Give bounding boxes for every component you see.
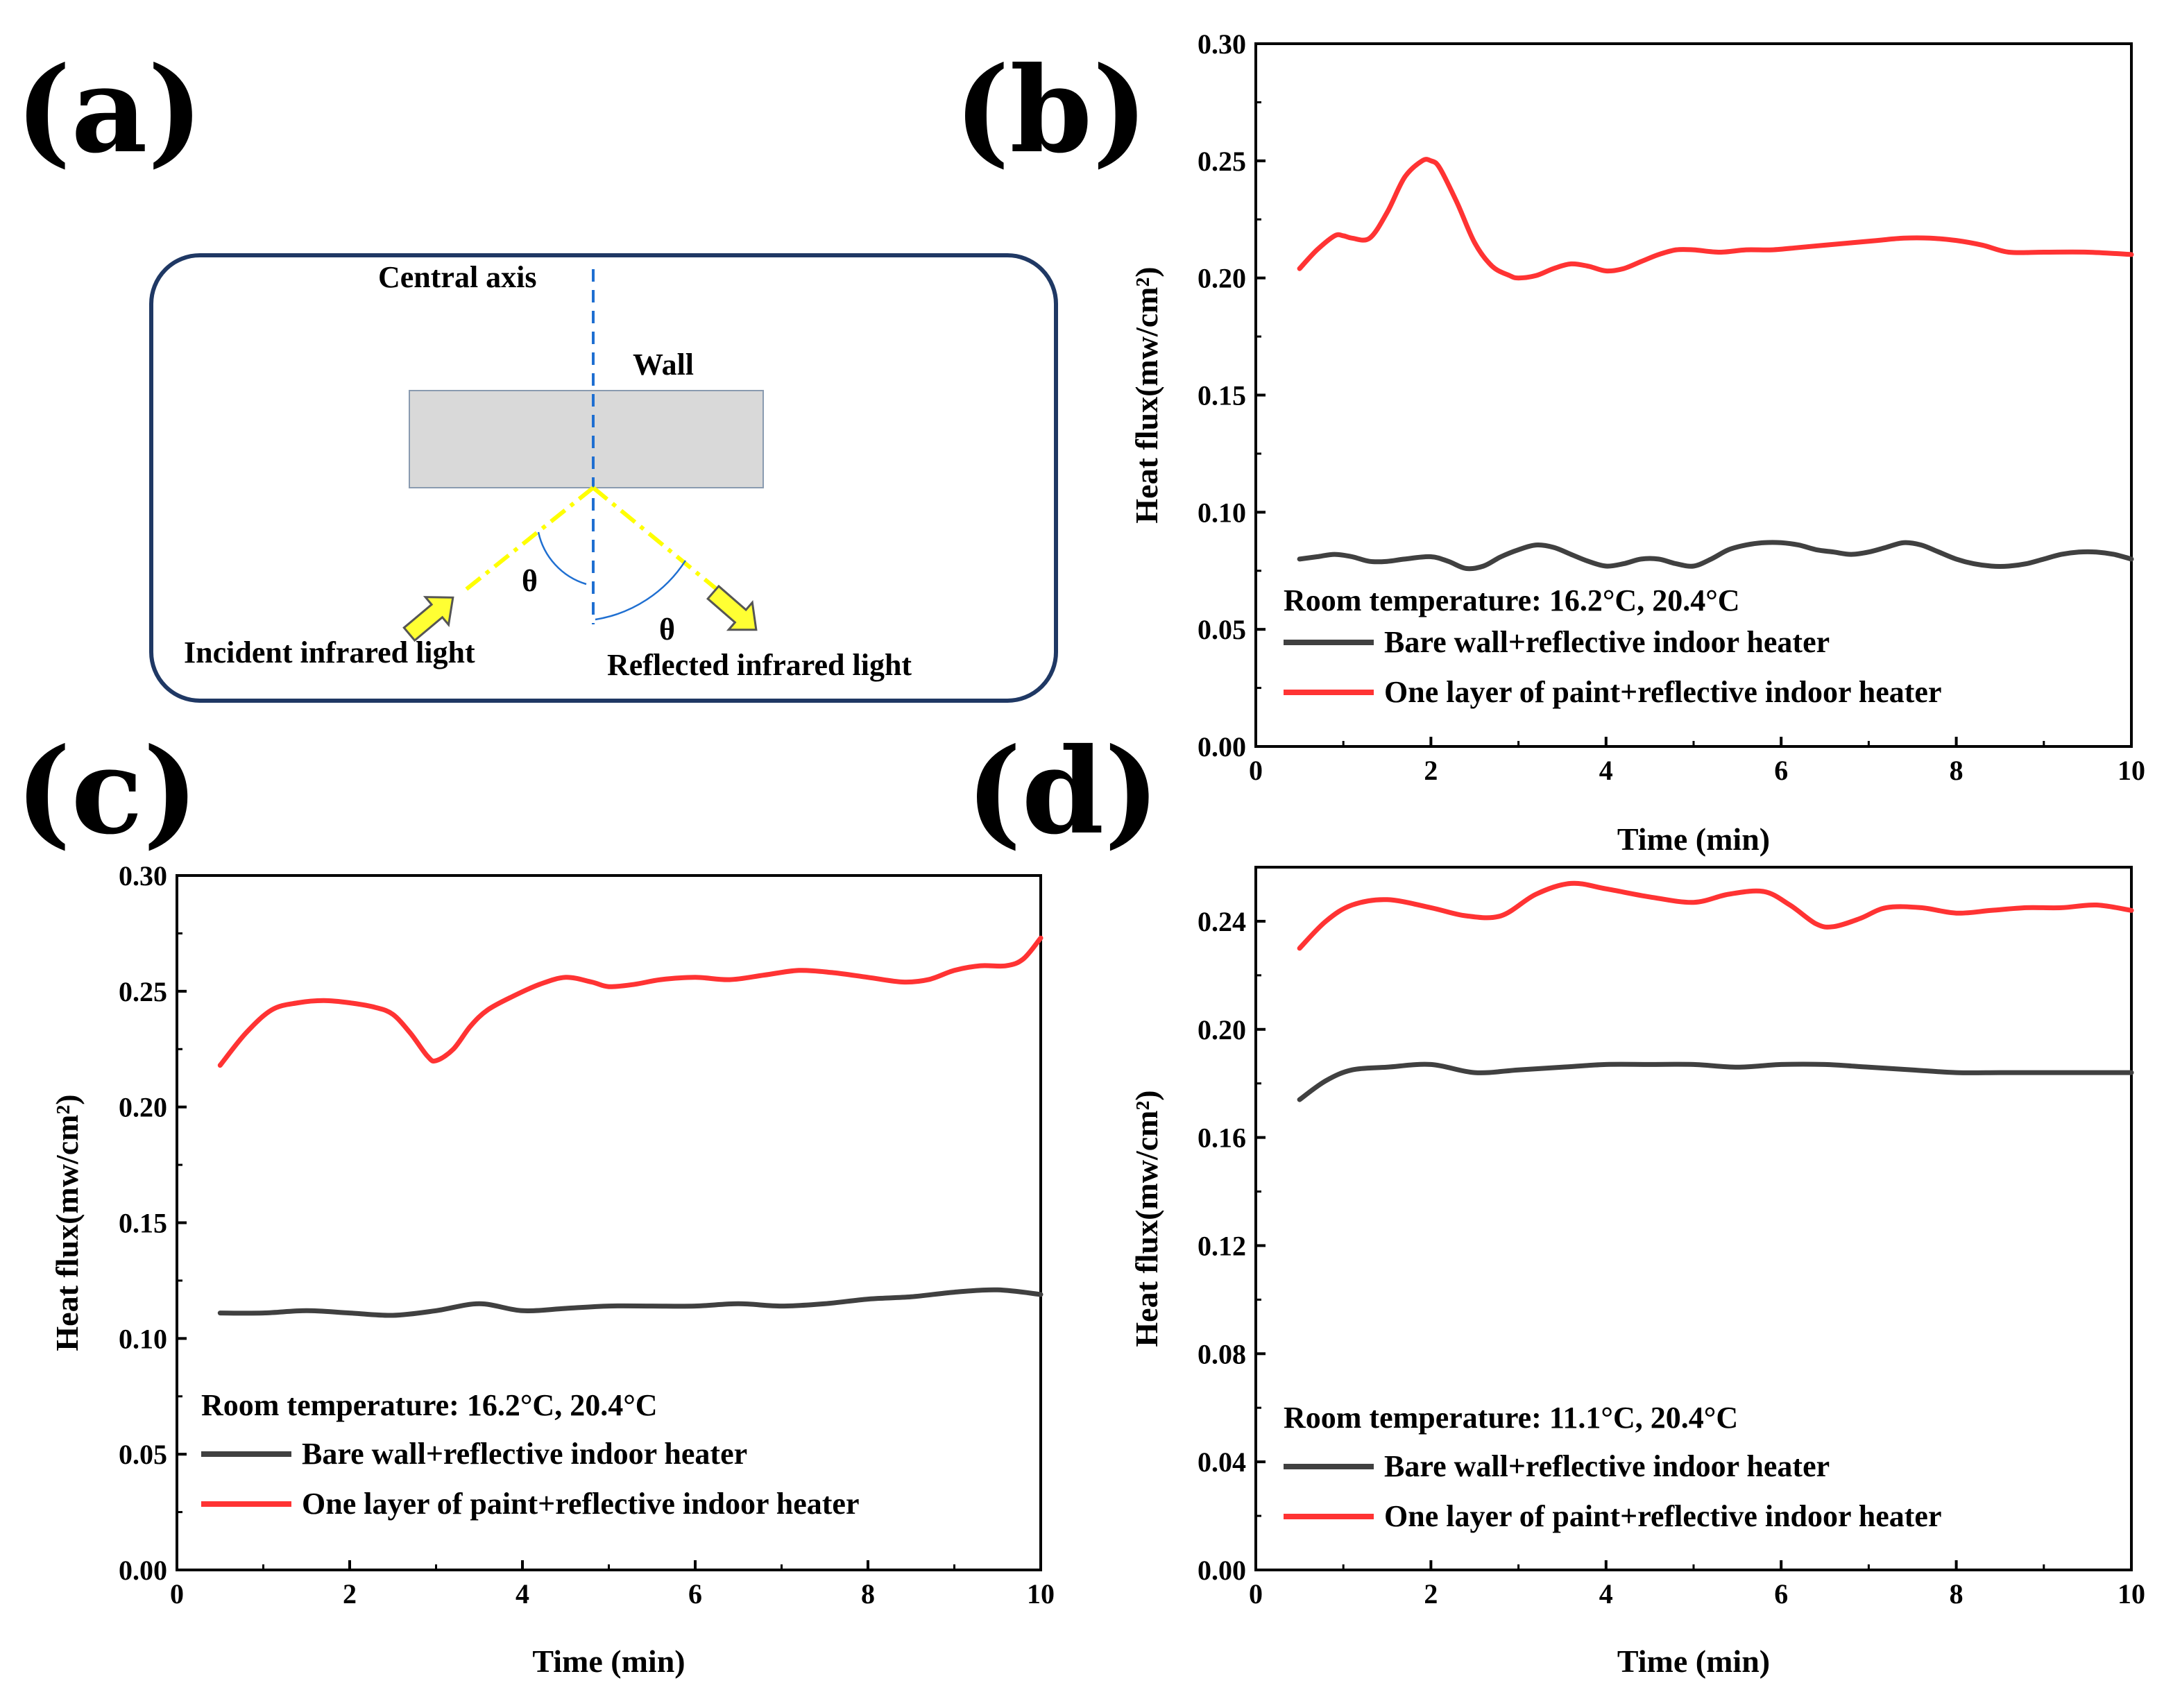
x-tick-label: 8 (1950, 755, 1963, 786)
theta-label-reflected: θ (659, 613, 675, 647)
panel-letter-b: (b) (954, 41, 1148, 180)
y-tick-label: 0.15 (1198, 380, 1246, 411)
incident-ray (460, 486, 595, 595)
room-temperature-annotation: Room temperature: 11.1°C, 20.4°C (1284, 1401, 1738, 1435)
y-axis-title: Heat flux(mw/cm²) (1129, 266, 1164, 523)
legend-label: One layer of paint+reflective indoor hea… (302, 1487, 859, 1521)
x-tick-label: 0 (1249, 1578, 1263, 1609)
y-tick-label: 0.10 (119, 1323, 167, 1354)
y-tick-label: 0.10 (1198, 497, 1246, 528)
y-tick-label: 0.15 (119, 1208, 167, 1239)
legend-label: One layer of paint+reflective indoor hea… (1384, 1499, 1941, 1533)
series-line-bare-wall (217, 1287, 1043, 1318)
y-tick-label: 0.30 (119, 860, 167, 891)
y-tick-label: 0.00 (1198, 1555, 1246, 1586)
diagram-frame (149, 253, 1058, 703)
reflected-arrow-icon (706, 584, 758, 631)
x-tick-label: 6 (1774, 1578, 1788, 1609)
x-tick-label: 10 (1027, 1578, 1055, 1609)
y-tick-label: 0.05 (1198, 614, 1246, 645)
incident-arrow-icon (402, 596, 454, 642)
x-tick-label: 2 (1424, 1578, 1438, 1609)
panel-letter-c: (c) (15, 722, 198, 861)
x-tick-label: 4 (516, 1578, 529, 1609)
theta-label-incident: θ (522, 564, 538, 598)
chart-panel-b: 0 2 4 6 8 10 0.00 0.05 0.10 0.15 0.20 0.25 0.30 Time … (1129, 28, 2145, 857)
reflected-angle-arc (595, 560, 687, 621)
incident-light-label: Incident infrared light (184, 635, 475, 669)
y-tick-label: 0.24 (1198, 906, 1246, 937)
room-temperature-annotation: Room temperature: 16.2°C, 20.4°C (1284, 583, 1740, 617)
y-tick-label: 0.20 (1198, 263, 1246, 294)
y-tick-label: 0.20 (1198, 1014, 1246, 1045)
legend-label: Bare wall+reflective indoor heater (1384, 1449, 1830, 1483)
y-tick-label: 0.05 (119, 1439, 167, 1470)
series-line-one-layer-paint (1297, 880, 2134, 951)
reflection-diagram: Central axis Wall θ θ Incident infrared … (149, 253, 1058, 703)
panel-letter-a: (a) (15, 41, 203, 180)
x-tick-label: 10 (2118, 755, 2145, 786)
x-tick-label: 8 (861, 1578, 875, 1609)
y-tick-label: 0.12 (1198, 1230, 1246, 1261)
legend-label: Bare wall+reflective indoor heater (1384, 625, 1830, 659)
x-axis-title: Time (min) (532, 1643, 685, 1679)
y-tick-label: 0.04 (1198, 1446, 1246, 1478)
y-tick-label: 0.20 (119, 1092, 167, 1123)
x-tick-label: 0 (1249, 755, 1263, 786)
x-tick-label: 10 (2118, 1578, 2145, 1609)
y-tick-label: 0.16 (1198, 1122, 1246, 1154)
reflected-ray (592, 486, 723, 595)
series-line-bare-wall (1297, 540, 2134, 572)
y-tick-label: 0.25 (119, 976, 167, 1007)
x-axis-title: Time (min) (1617, 821, 1770, 857)
x-tick-label: 4 (1599, 1578, 1613, 1609)
x-tick-label: 6 (688, 1578, 702, 1609)
x-tick-label: 2 (1424, 755, 1438, 786)
legend-label: Bare wall+reflective indoor heater (302, 1437, 747, 1471)
series-line-bare-wall (1297, 1061, 2134, 1102)
chart-panel-c: 0 2 4 6 8 10 0.00 0.05 0.10 0.15 0.20 0.25 0.30 Time … (49, 860, 1055, 1679)
x-tick-label: 4 (1599, 755, 1613, 786)
y-tick-label: 0.00 (1198, 731, 1246, 762)
x-axis-title: Time (min) (1617, 1643, 1770, 1679)
series-line-one-layer-paint (1297, 157, 2134, 281)
y-axis-title: Heat flux(mw/cm²) (49, 1094, 85, 1351)
room-temperature-annotation: Room temperature: 16.2°C, 20.4°C (201, 1388, 658, 1422)
reflected-light-label: Reflected infrared light (607, 648, 912, 682)
x-tick-label: 8 (1950, 1578, 1963, 1609)
panel-letter-d: (d) (966, 722, 1160, 861)
incident-angle-arc (537, 531, 587, 586)
y-tick-label: 0.30 (1198, 28, 1246, 60)
y-tick-label: 0.25 (1198, 146, 1246, 177)
legend-label: One layer of paint+reflective indoor hea… (1384, 675, 1941, 709)
series-line-one-layer-paint (217, 935, 1043, 1068)
y-axis-title: Heat flux(mw/cm²) (1129, 1090, 1164, 1347)
x-tick-label: 6 (1774, 755, 1788, 786)
wall-label: Wall (633, 348, 694, 382)
central-axis-label: Central axis (378, 260, 537, 294)
x-tick-label: 0 (170, 1578, 184, 1609)
chart-panel-d: 0 2 4 6 8 10 0.00 0.04 0.08 0.12 0.16 0.20 0.24 Time … (1129, 866, 2145, 1679)
x-tick-label: 2 (343, 1578, 357, 1609)
y-tick-label: 0.08 (1198, 1338, 1246, 1369)
wall-block (409, 390, 764, 488)
y-tick-label: 0.00 (119, 1555, 167, 1586)
